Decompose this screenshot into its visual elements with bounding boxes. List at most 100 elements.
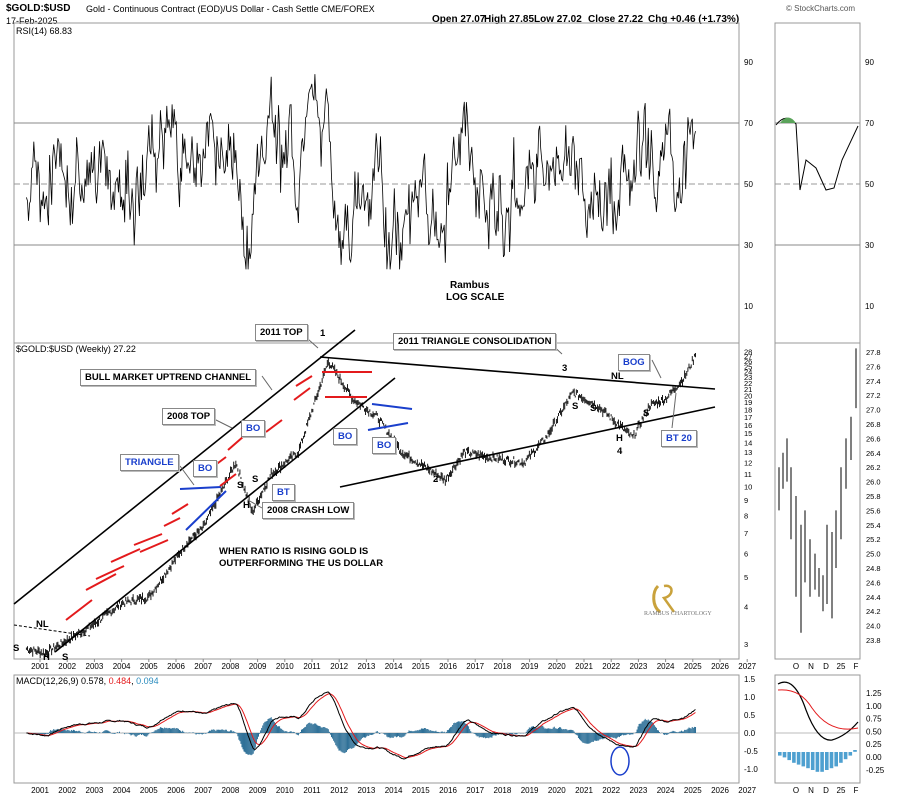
red-flag-marker bbox=[85, 573, 117, 591]
inset-price-tick-23.8: 23.8 bbox=[866, 636, 881, 645]
macd-year-tick-2014: 2014 bbox=[385, 786, 403, 795]
rsi-legend: RSI(14) 68.83 bbox=[16, 26, 73, 36]
inset-hist-bar bbox=[782, 752, 787, 758]
inset-rsi-overbought-fill bbox=[780, 117, 796, 123]
label-s-2021a: S bbox=[572, 401, 579, 412]
stockcharts-credit: © StockCharts.com bbox=[786, 4, 856, 13]
price-tick-4: 4 bbox=[744, 602, 748, 611]
macd-year-tick-2019: 2019 bbox=[521, 786, 539, 795]
inset-hist-bar bbox=[820, 752, 824, 772]
inset-price-tick-25.2: 25.2 bbox=[866, 535, 881, 544]
inset-price-tick-27.8: 27.8 bbox=[866, 348, 881, 357]
inset-month-N: N bbox=[808, 662, 814, 671]
macd-inset-tick-0.00: 0.00 bbox=[866, 753, 882, 762]
inset-price-tick-25.6: 25.6 bbox=[866, 506, 881, 515]
price-tick-3: 3 bbox=[744, 640, 748, 649]
price-tick-14: 14 bbox=[744, 438, 752, 447]
inset-hist-bar bbox=[829, 752, 834, 769]
label-h-2008: H bbox=[243, 500, 250, 511]
price-tick-19: 19 bbox=[744, 398, 752, 407]
inset-price-tick-25.8: 25.8 bbox=[866, 492, 881, 501]
year-tick-2010: 2010 bbox=[276, 662, 294, 671]
price-tick-15: 15 bbox=[744, 429, 752, 438]
inset-hist-bar bbox=[843, 752, 848, 760]
year-tick-2009: 2009 bbox=[249, 662, 267, 671]
macd-year-tick-2023: 2023 bbox=[630, 786, 648, 795]
macd-line bbox=[26, 691, 696, 760]
red-flag-marker bbox=[133, 533, 163, 546]
rsi-tick-70: 70 bbox=[744, 119, 753, 128]
year-tick-2002: 2002 bbox=[58, 662, 76, 671]
price-tick-18: 18 bbox=[744, 405, 752, 414]
rambus-note-2: LOG SCALE bbox=[446, 292, 505, 303]
price-tick-20: 20 bbox=[744, 392, 752, 401]
macd-year-tick-2011: 2011 bbox=[303, 786, 321, 795]
year-tick-2026: 2026 bbox=[711, 662, 729, 671]
price-panel-frame bbox=[13, 342, 740, 660]
macd-legend-hist: 0.094 bbox=[136, 676, 159, 686]
label-s-2001b: S bbox=[62, 652, 69, 663]
year-tick-2016: 2016 bbox=[439, 662, 457, 671]
inset-price-tick-25.0: 25.0 bbox=[866, 550, 881, 559]
inset-month-F: F bbox=[854, 662, 859, 671]
year-tick-2018: 2018 bbox=[494, 662, 512, 671]
inset-price-tick-26.2: 26.2 bbox=[866, 463, 881, 472]
macd-year-tick-2009: 2009 bbox=[249, 786, 267, 795]
rambus-logo: RAMBUS CHARTOLOGY bbox=[644, 582, 718, 622]
rsi-line bbox=[26, 74, 696, 270]
uptrend-channel-upper bbox=[13, 329, 356, 605]
inset-macd-line bbox=[777, 681, 859, 741]
inset-price-tick-24.6: 24.6 bbox=[866, 578, 881, 587]
flag-2013-upper bbox=[371, 403, 413, 410]
pointer-crash-low bbox=[247, 499, 263, 509]
macd-year-tick-2017: 2017 bbox=[466, 786, 484, 795]
red-flag-marker bbox=[163, 517, 181, 527]
macd-year-tick-2012: 2012 bbox=[330, 786, 348, 795]
year-tick-2001: 2001 bbox=[31, 662, 49, 671]
macd-tick-1.0: 1.0 bbox=[744, 693, 756, 702]
inset-hist-bar bbox=[825, 752, 829, 770]
year-tick-2021: 2021 bbox=[575, 662, 593, 671]
year-tick-2011: 2011 bbox=[303, 662, 321, 671]
label-s-2021b: S bbox=[590, 403, 597, 414]
red-flag-marker bbox=[171, 503, 189, 515]
macd-inset-tick--0.25: -0.25 bbox=[866, 766, 885, 775]
rsi-inset-tick-30: 30 bbox=[865, 241, 874, 250]
inset-price-tick-24.0: 24.0 bbox=[866, 622, 881, 631]
rsi-tick-50: 50 bbox=[744, 180, 753, 189]
label-s-2008a: S bbox=[237, 480, 244, 491]
label-s-2024: S bbox=[643, 408, 650, 419]
label-bt-2009: BT bbox=[272, 484, 295, 501]
macd-year-tick-2007: 2007 bbox=[194, 786, 212, 795]
label-s-2008b: S bbox=[252, 474, 259, 485]
macd-year-tick-2018: 2018 bbox=[494, 786, 512, 795]
quote-change: Chg +0.46 (+1.73%) bbox=[648, 14, 740, 25]
red-flag-marker bbox=[219, 473, 237, 487]
label-nl-2023: NL bbox=[611, 371, 624, 382]
year-tick-2020: 2020 bbox=[548, 662, 566, 671]
label-2008-crash-low: 2008 CRASH LOW bbox=[262, 502, 355, 519]
ratio-note-1: WHEN RATIO IS RISING GOLD IS bbox=[219, 546, 369, 557]
inset-hist-bar bbox=[787, 752, 791, 761]
inset-hist-bar bbox=[810, 752, 815, 770]
price-tick-12: 12 bbox=[744, 458, 752, 467]
price-tick-16: 16 bbox=[744, 421, 752, 430]
inset-hist-bar bbox=[834, 752, 838, 767]
year-tick-2014: 2014 bbox=[385, 662, 403, 671]
wave-2: 2 bbox=[433, 474, 439, 485]
inset-month-D: D bbox=[823, 662, 829, 671]
triangle-upper-line bbox=[319, 356, 716, 390]
macd-year-tick-2015: 2015 bbox=[412, 786, 430, 795]
macd-inset-tick-0.25: 0.25 bbox=[866, 740, 882, 749]
macd-low-circle bbox=[610, 746, 630, 776]
macd-tick--0.5: -0.5 bbox=[744, 747, 758, 756]
macd-inset-tick-1.00: 1.00 bbox=[866, 702, 882, 711]
quote-close: Close 27.22 bbox=[588, 14, 644, 25]
red-flag-marker bbox=[95, 565, 125, 580]
macd-year-tick-2027: 2027 bbox=[738, 786, 756, 795]
macd-year-tick-2020: 2020 bbox=[548, 786, 566, 795]
year-tick-2012: 2012 bbox=[330, 662, 348, 671]
inset-price-tick-24.8: 24.8 bbox=[866, 564, 881, 573]
inset-hist-bar bbox=[806, 752, 810, 769]
inset-rsi-line bbox=[775, 117, 859, 191]
